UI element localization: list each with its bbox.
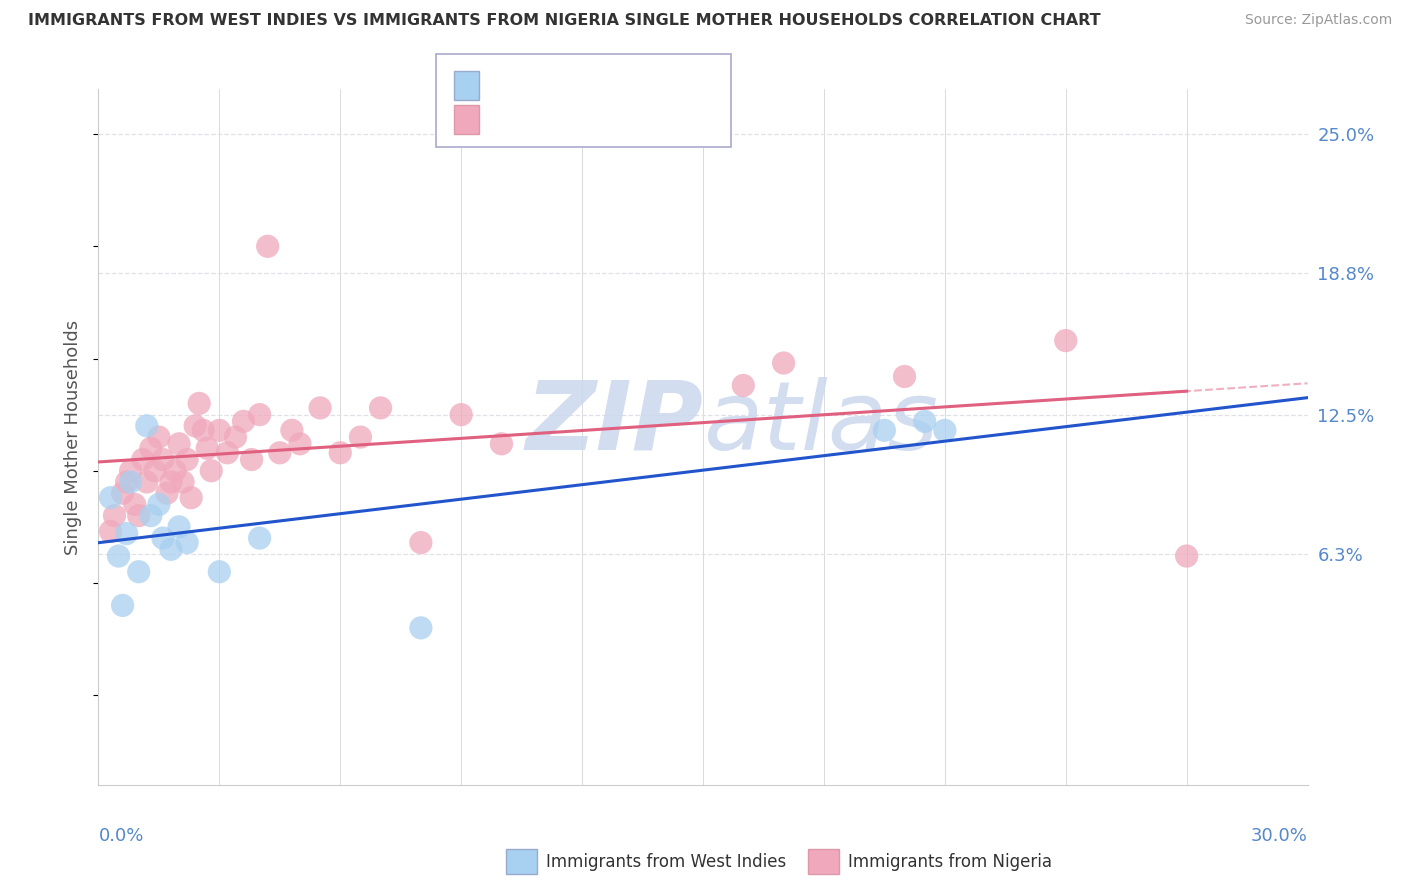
- Text: 0.0%: 0.0%: [98, 827, 143, 845]
- Point: [100, 524, 122, 539]
- Text: Immigrants from West Indies: Immigrants from West Indies: [546, 853, 786, 871]
- Point: [208, 423, 231, 437]
- Point: [1175, 549, 1198, 563]
- Point: [148, 430, 170, 444]
- Point: [120, 464, 142, 478]
- Point: [193, 423, 215, 437]
- Point: [914, 414, 936, 428]
- Text: Immigrants from Nigeria: Immigrants from Nigeria: [848, 853, 1052, 871]
- Text: 30.0%: 30.0%: [1251, 827, 1308, 845]
- Point: [188, 396, 211, 410]
- Point: [281, 423, 304, 437]
- Point: [139, 508, 162, 523]
- Point: [124, 497, 146, 511]
- Point: [128, 565, 150, 579]
- Point: [232, 414, 254, 428]
- Point: [111, 599, 134, 613]
- Point: [329, 446, 352, 460]
- Point: [152, 531, 174, 545]
- Point: [450, 408, 472, 422]
- Point: [176, 535, 198, 549]
- Point: [163, 464, 186, 478]
- Point: [115, 526, 138, 541]
- Point: [224, 430, 246, 444]
- Point: [176, 452, 198, 467]
- Text: R =  0.147   N = 19: R = 0.147 N = 19: [489, 70, 665, 88]
- Point: [733, 378, 755, 392]
- Text: IMMIGRANTS FROM WEST INDIES VS IMMIGRANTS FROM NIGERIA SINGLE MOTHER HOUSEHOLDS : IMMIGRANTS FROM WEST INDIES VS IMMIGRANT…: [28, 13, 1101, 29]
- Point: [184, 418, 207, 433]
- Point: [132, 452, 155, 467]
- Point: [135, 475, 157, 489]
- Point: [309, 401, 332, 415]
- Text: Source: ZipAtlas.com: Source: ZipAtlas.com: [1244, 13, 1392, 28]
- Y-axis label: Single Mother Households: Single Mother Households: [65, 319, 83, 555]
- Point: [160, 542, 183, 557]
- Point: [100, 491, 122, 505]
- Point: [143, 464, 166, 478]
- Point: [370, 401, 392, 415]
- Point: [409, 621, 432, 635]
- Point: [240, 452, 263, 467]
- Point: [491, 437, 513, 451]
- Point: [167, 437, 190, 451]
- Point: [103, 508, 125, 523]
- Point: [288, 437, 311, 451]
- Text: atlas: atlas: [703, 376, 938, 470]
- Point: [195, 442, 218, 456]
- Point: [160, 475, 183, 489]
- Point: [152, 452, 174, 467]
- Point: [249, 531, 271, 545]
- Point: [180, 491, 202, 505]
- Point: [217, 446, 239, 460]
- Point: [120, 475, 142, 489]
- Text: R =  0.350   N = 47: R = 0.350 N = 47: [489, 110, 665, 128]
- Point: [256, 239, 278, 253]
- Text: ZIP: ZIP: [524, 376, 703, 470]
- Point: [200, 464, 222, 478]
- Point: [873, 423, 896, 437]
- Point: [156, 486, 179, 500]
- Point: [249, 408, 271, 422]
- Point: [139, 442, 162, 456]
- Point: [208, 565, 231, 579]
- Point: [269, 446, 291, 460]
- Point: [167, 520, 190, 534]
- Point: [115, 475, 138, 489]
- Point: [107, 549, 129, 563]
- Point: [893, 369, 915, 384]
- Point: [111, 486, 134, 500]
- Point: [172, 475, 194, 489]
- Point: [349, 430, 371, 444]
- Point: [135, 418, 157, 433]
- Point: [409, 535, 432, 549]
- Point: [772, 356, 794, 370]
- Point: [934, 423, 956, 437]
- Point: [128, 508, 150, 523]
- Point: [148, 497, 170, 511]
- Point: [1054, 334, 1077, 348]
